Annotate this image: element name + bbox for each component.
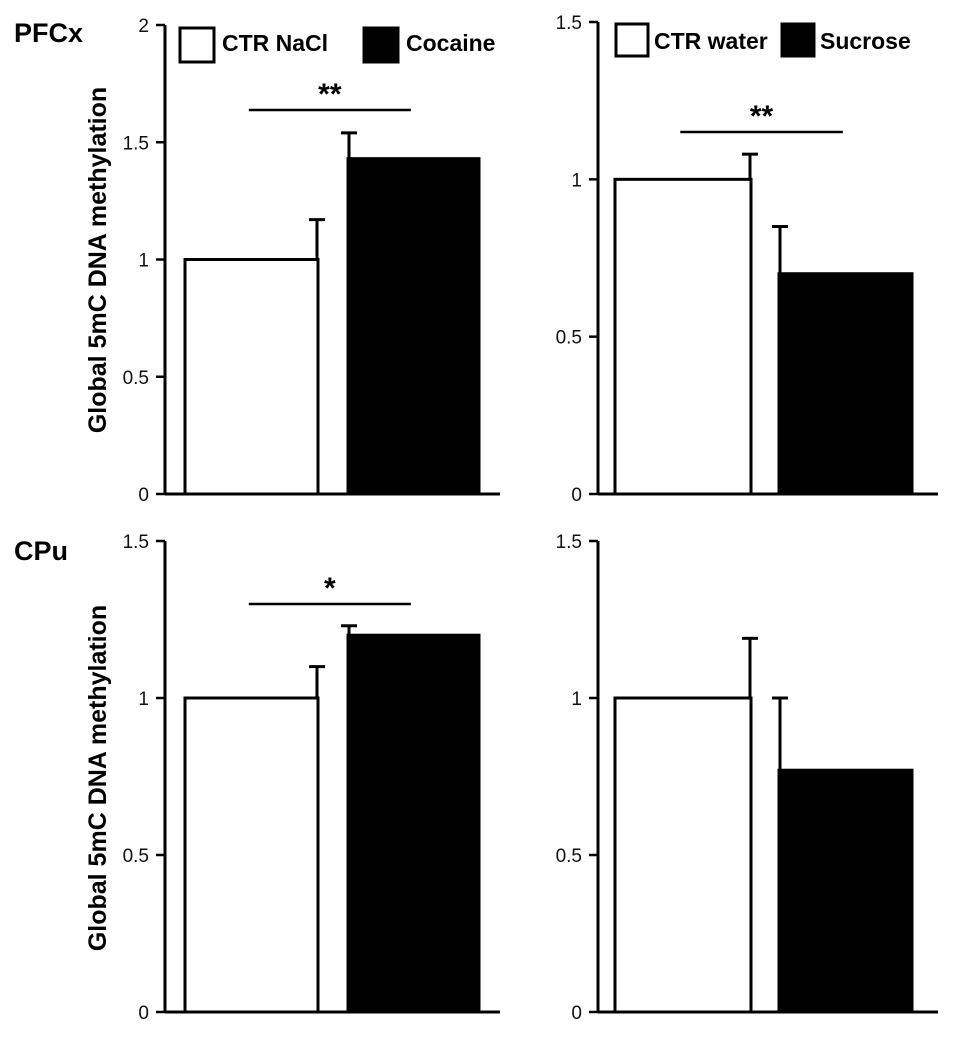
legend-swatch-2 [780,22,816,58]
y-tick-label: 0 [571,1003,582,1024]
chart-panel-1: 0 0.5 1 1.5 2 ** CTR NaCl Cocaine [123,16,500,506]
y-tick-label: 0.5 [123,846,149,867]
y-tick-label: 0.5 [556,328,582,349]
chart-panel-3: 0 0.5 1 1.5 * [123,532,500,1024]
y-tick-label: 1 [571,689,582,710]
region-label-pfcx: PFCx [14,18,83,48]
chart-panel-2: 0 0.5 1 1.5 ** CTR water Sucrose [556,13,938,506]
y-axis-label: Global 5mC DNA methylation [84,605,112,951]
y-tick-label: 2 [138,16,149,37]
y-tick-label: 0 [138,1003,149,1024]
legend-swatch-2 [362,26,400,64]
region-label-cpu: CPu [14,536,68,566]
legend-label-2: Cocaine [406,30,495,56]
y-tick-label: 1.5 [556,13,582,34]
chart-panel-4: 0 0.5 1 1.5 [556,532,938,1024]
y-tick-label: 0.5 [556,846,582,867]
y-tick-label: 1 [138,251,149,272]
bar-2 [777,272,914,496]
bar-1 [613,177,753,496]
bar-2 [346,157,481,496]
bar-1 [183,258,320,496]
y-tick-label: 1.5 [123,532,149,553]
y-tick-label: 1.5 [556,532,582,553]
y-tick-label: 0 [138,485,149,506]
y-tick-label: 0.5 [123,368,149,389]
bar-1 [183,696,320,1014]
y-tick-label: 0 [571,485,582,506]
significance-marker: ** [318,78,342,111]
legend-label-1: CTR water [654,28,768,54]
legend-label-1: CTR NaCl [222,30,328,56]
bar-2 [346,633,481,1014]
y-tick-label: 1 [571,170,582,191]
legend-label-2: Sucrose [820,28,911,54]
legend-swatch-1 [614,22,650,58]
y-axis-label: Global 5mC DNA methylation [84,87,112,433]
y-tick-label: 1.5 [123,133,149,154]
y-tick-label: 1 [138,689,149,710]
significance-marker: ** [750,100,774,133]
significance-marker: * [324,572,336,605]
bar-1 [613,696,753,1014]
legend-swatch-1 [178,26,216,64]
bar-2 [777,768,914,1014]
